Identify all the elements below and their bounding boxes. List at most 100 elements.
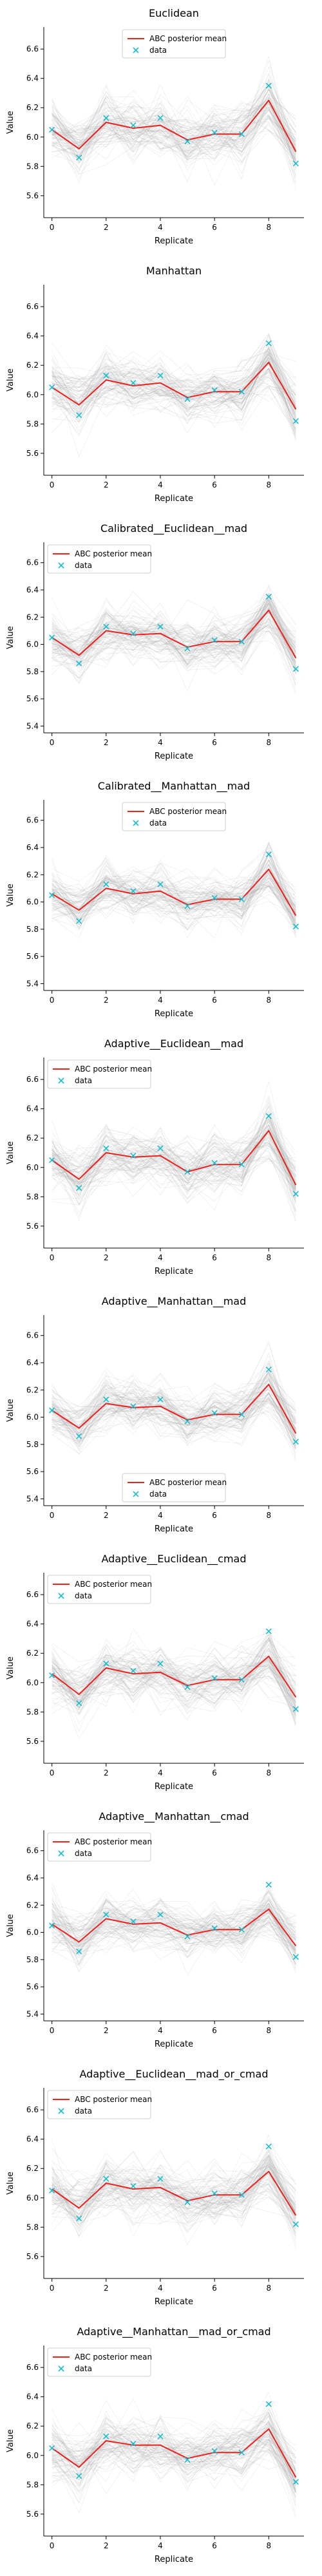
posterior-sample-line xyxy=(52,2155,296,2211)
posterior-sample-line xyxy=(52,882,296,926)
posterior-sample-line xyxy=(52,1904,296,1947)
posterior-sample-line xyxy=(52,880,296,931)
posterior-sample-line xyxy=(52,2148,296,2210)
posterior-sample-line xyxy=(52,1132,296,1200)
posterior-sample-line xyxy=(52,2416,296,2493)
posterior-sample-line xyxy=(52,352,296,409)
posterior-sample-line xyxy=(52,1133,296,1193)
data-point xyxy=(49,2187,55,2193)
posterior-sample-line xyxy=(52,1129,296,1189)
x-axis-label: Replicate xyxy=(155,1267,193,1276)
posterior-sample-line xyxy=(52,1897,296,1955)
posterior-sample-line xyxy=(52,1132,296,1205)
posterior-sample-line xyxy=(52,2169,296,2217)
posterior-sample-line xyxy=(52,73,296,156)
posterior-sample-line xyxy=(52,1372,296,1436)
legend-label: data xyxy=(75,2107,92,2116)
posterior-sample-line xyxy=(52,874,296,917)
posterior-sample-line xyxy=(52,2146,296,2224)
data-point xyxy=(157,1396,164,1403)
posterior-sample-line xyxy=(52,616,296,659)
chart-panel: 0 2 4 6 8 5.6 5.8 6.0 6.2 6.4 6.6 Adaptive__Euclide… xyxy=(0,1030,322,1288)
posterior-sample-line xyxy=(52,2415,296,2486)
posterior-sample-line xyxy=(52,2174,296,2217)
posterior-sample-line xyxy=(52,2165,296,2211)
posterior-sample-line xyxy=(52,103,296,162)
posterior-sample-line xyxy=(52,84,296,166)
posterior-sample-line xyxy=(52,115,296,160)
legend-label: ABC posterior mean xyxy=(75,1580,152,1589)
posterior-sample-line xyxy=(52,2425,296,2495)
posterior-sample-line xyxy=(52,879,296,930)
posterior-sample-line xyxy=(52,1379,296,1438)
posterior-sample-line xyxy=(52,2392,296,2481)
posterior-sample-line xyxy=(52,1135,296,1222)
posterior-sample-line xyxy=(52,2423,296,2477)
posterior-sample-line xyxy=(52,2164,296,2222)
y-tick-label: 6.4 xyxy=(26,843,39,852)
posterior-sample-line xyxy=(52,1378,296,1436)
posterior-sample-line xyxy=(52,96,296,160)
posterior-sample-line xyxy=(52,1644,296,1704)
data-point xyxy=(103,2175,109,2182)
data-point xyxy=(211,1675,218,1681)
posterior-sample-line xyxy=(52,889,296,916)
posterior-sample-line xyxy=(52,1153,296,1218)
x-tick-label: 2 xyxy=(104,223,109,232)
y-tick-label: 6.6 xyxy=(26,44,39,53)
posterior-sample-line xyxy=(52,108,296,185)
posterior-sample-line xyxy=(52,1390,296,1461)
posterior-sample-line xyxy=(52,1653,296,1724)
posterior-sample-line xyxy=(52,1899,296,1952)
posterior-sample-line xyxy=(52,1115,296,1182)
posterior-sample-line xyxy=(52,87,296,154)
y-tick-label: 6.0 xyxy=(26,1413,39,1422)
posterior-sample-line xyxy=(52,1904,296,1953)
posterior-sample-line xyxy=(52,1661,296,1718)
data-point xyxy=(238,1161,245,1168)
posterior-sample-line xyxy=(52,2429,296,2477)
data-point xyxy=(49,1672,55,1678)
posterior-sample-line xyxy=(52,1639,296,1711)
posterior-sample-line xyxy=(52,1397,296,1437)
posterior-sample-line xyxy=(52,2163,296,2219)
posterior-sample-line xyxy=(52,86,296,165)
x-axis-label: Replicate xyxy=(155,2040,193,2049)
posterior-sample-line xyxy=(52,84,296,162)
data-point xyxy=(49,2445,55,2451)
posterior-sample-line xyxy=(52,95,296,189)
posterior-sample-line xyxy=(52,1906,296,1969)
posterior-sample-line xyxy=(52,1645,296,1707)
posterior-sample-line xyxy=(52,864,296,934)
y-tick-label: 6.2 xyxy=(26,870,39,879)
posterior-sample-line xyxy=(52,355,296,410)
posterior-sample-line xyxy=(52,2148,296,2226)
posterior-sample-line xyxy=(52,2406,296,2486)
posterior-sample-line xyxy=(52,872,296,927)
posterior-sample-line xyxy=(52,367,296,406)
posterior-sample-line xyxy=(52,869,296,923)
posterior-sample-line xyxy=(52,99,296,164)
data-point xyxy=(184,2199,191,2206)
posterior-sample-line xyxy=(52,598,296,686)
chart-svg: 0 2 4 6 8 5.4 5.6 5.8 6.0 6.2 6.4 6.6 Calibrated__Eu… xyxy=(6,522,304,761)
posterior-sample-line xyxy=(52,1653,296,1709)
x-tick-label: 6 xyxy=(212,2541,217,2550)
posterior-sample-line xyxy=(52,1372,296,1450)
posterior-sample-line xyxy=(52,2172,296,2215)
posterior-sample-line xyxy=(52,1899,296,1966)
posterior-sample-line xyxy=(52,1906,296,1947)
posterior-sample-line xyxy=(52,605,296,668)
posterior-sample-line xyxy=(52,1113,296,1190)
posterior-sample-line xyxy=(52,1891,296,1944)
posterior-sample-line xyxy=(52,614,296,686)
posterior-sample-line xyxy=(52,1118,296,1196)
posterior-sample-line xyxy=(52,2139,296,2228)
posterior-sample-line xyxy=(52,1905,296,1965)
posterior-sample-line xyxy=(52,610,296,654)
posterior-sample-line xyxy=(52,1394,296,1425)
data-point xyxy=(211,129,218,136)
posterior-sample-line xyxy=(52,374,296,405)
posterior-sample-line xyxy=(52,2162,296,2217)
x-tick-label: 6 xyxy=(212,2284,217,2293)
